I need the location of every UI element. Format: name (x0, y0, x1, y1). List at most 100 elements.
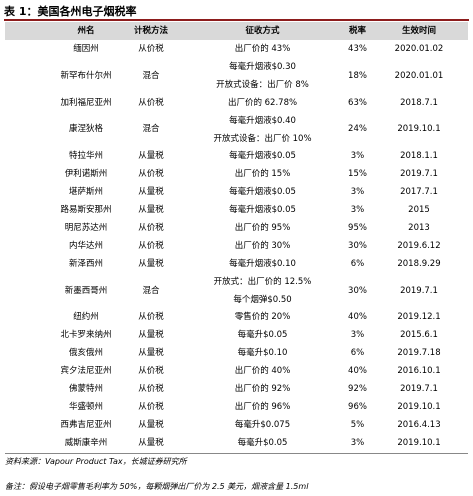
table-cell: 从价税 (138, 384, 164, 395)
cell-line: 开放式设备：出厂价 10% (213, 133, 312, 144)
table-cell: 佛蒙特州 (68, 384, 103, 395)
table-cell: 从量税 (138, 205, 164, 216)
table-cell: 从价税 (138, 222, 164, 233)
table-cell: 俄亥俄州 (68, 348, 103, 359)
table-cell: 混合 (142, 70, 160, 81)
table-cell: 每毫升烟液$0.05 (180, 201, 345, 219)
cell-line: 每毫升烟液$0.40 (229, 115, 296, 126)
title-label: 表 1： (4, 5, 38, 18)
table-cell: 2019.12.1 (397, 312, 441, 323)
table-cell: 每毫升$0.10 (180, 344, 345, 362)
cell-line: 每毫升烟液$0.05 (229, 151, 296, 162)
table-cell: 出厂价的 96% (180, 398, 345, 416)
table-cell: 加利福尼亚州 (60, 97, 112, 108)
table-cell: 从量税 (138, 330, 164, 341)
note: 备注：假设电子烟零售毛利率为 50%，每颗烟弹出厂价为 2.5 美元，烟液含量 … (5, 482, 309, 491)
table-cell: 每毫升烟液$0.10 (180, 255, 345, 273)
table-cell: 宾夕法尼亚州 (60, 366, 112, 377)
table-cell: 新泽西州 (68, 258, 103, 269)
table-cell: 40% (348, 312, 367, 323)
cell-line: 每毫升$0.10 (237, 348, 288, 359)
cell-line: 每毫升烟液$0.05 (229, 205, 296, 216)
cell-line: 出厂价的 43% (234, 43, 291, 54)
table-cell: 18% (348, 70, 367, 81)
table-cell: 西弗吉尼亚州 (60, 419, 112, 430)
cell-line: 开放式：出厂价的 12.5% (213, 276, 312, 287)
table-cell: 3% (350, 187, 365, 198)
table-cell: 从价税 (138, 312, 164, 323)
table-cell: 从量税 (138, 348, 164, 359)
table-cell: 40% (348, 366, 367, 377)
cell-line: 出厂价的 62.78% (227, 97, 298, 108)
table-cell: 2015 (408, 205, 430, 216)
table-cell: 2019.7.1 (400, 384, 438, 395)
table-cell: 每毫升烟液$0.40 开放式设备：出厂价 10% (180, 112, 345, 148)
table-cell: 从量税 (138, 258, 164, 269)
table-cell: 纽约州 (73, 312, 99, 323)
table-cell: 混合 (142, 124, 160, 135)
cell-line: 出厂价的 30% (234, 240, 291, 251)
table-cell: 伊利诺斯州 (64, 169, 108, 180)
table-cell: 2019.10.1 (397, 401, 441, 412)
table-cell: 2019.6.12 (397, 240, 441, 251)
source: 资料来源：Vapour Product Tax，长城证券研究所 (5, 453, 468, 467)
table-cell: 从价税 (138, 169, 164, 180)
title: 表 1：美国各州电子烟税率 (4, 3, 136, 19)
table-cell: 混合 (142, 285, 160, 296)
table-cell: 出厂价的 30% (180, 237, 345, 255)
table-cell: 2017.7.1 (400, 187, 438, 198)
table-cell: 从价税 (138, 366, 164, 377)
table-cell: 从量税 (138, 187, 164, 198)
table-cell: 15% (348, 169, 367, 180)
cell-line: 每毫升烟液$0.05 (229, 187, 296, 198)
table-cell: 2019.7.1 (400, 285, 438, 296)
table-cell: 新罕布什尔州 (60, 70, 112, 81)
table-cell: 2013 (408, 222, 430, 233)
table-cell: 路易斯安那州 (60, 205, 112, 216)
column-header: 计税方法 (133, 26, 168, 36)
table-cell: 6% (350, 258, 365, 269)
title-rule (4, 19, 469, 21)
table-cell: 明尼苏达州 (64, 222, 108, 233)
table-cell: 康涅狄格 (68, 124, 103, 135)
table-cell: 出厂价的 62.78% (180, 94, 345, 112)
column-header: 征收方式 (245, 26, 280, 36)
table-cell: 每毫升$0.05 (180, 434, 345, 452)
table-cell: 特拉华州 (68, 151, 103, 162)
table-cell: 北卡罗来纳州 (60, 330, 112, 341)
table-cell: 每毫升烟液$0.05 (180, 183, 345, 201)
cell-line: 出厂价的 95% (234, 222, 291, 233)
table-cell: 出厂价的 95% (180, 219, 345, 237)
column-header: 生效时间 (401, 26, 436, 36)
table-cell: 2019.10.1 (397, 437, 441, 448)
table-cell: 威斯康辛州 (64, 437, 108, 448)
cell-line: 开放式设备：出厂价 8% (216, 79, 309, 90)
table-cell: 华盛顿州 (68, 401, 103, 412)
table-cell: 出厂价的 43% (180, 40, 345, 58)
table-cell: 43% (348, 43, 367, 54)
cell-line: 出厂价的 96% (234, 401, 291, 412)
table-cell: 从价税 (138, 401, 164, 412)
table-cell: 96% (348, 401, 367, 412)
cell-line: 每毫升$0.05 (237, 437, 288, 448)
table-cell: 缅因州 (73, 43, 99, 54)
table-cell: 新墨西哥州 (64, 285, 108, 296)
table-cell: 30% (348, 240, 367, 251)
table-cell: 出厂价的 92% (180, 380, 345, 398)
table-cell: 出厂价的 40% (180, 362, 345, 380)
table-cell: 从价税 (138, 240, 164, 251)
table-cell: 2020.01.02 (394, 43, 444, 54)
table-cell: 2019.10.1 (397, 124, 441, 135)
cell-line: 每毫升$0.05 (237, 330, 288, 341)
table-cell: 每毫升烟液$0.05 (180, 147, 345, 165)
table-cell: 从价税 (138, 43, 164, 54)
cell-line: 出厂价的 92% (234, 384, 291, 395)
table-cell: 3% (350, 151, 365, 162)
cell-line: 出厂价的 40% (234, 366, 291, 377)
cell-line: 每毫升烟液$0.10 (229, 258, 296, 269)
table-cell: 2016.4.13 (397, 419, 441, 430)
cell-line: 出厂价的 15% (234, 169, 291, 180)
table-cell: 2020.01.01 (394, 70, 444, 81)
table-cell: 95% (348, 222, 367, 233)
